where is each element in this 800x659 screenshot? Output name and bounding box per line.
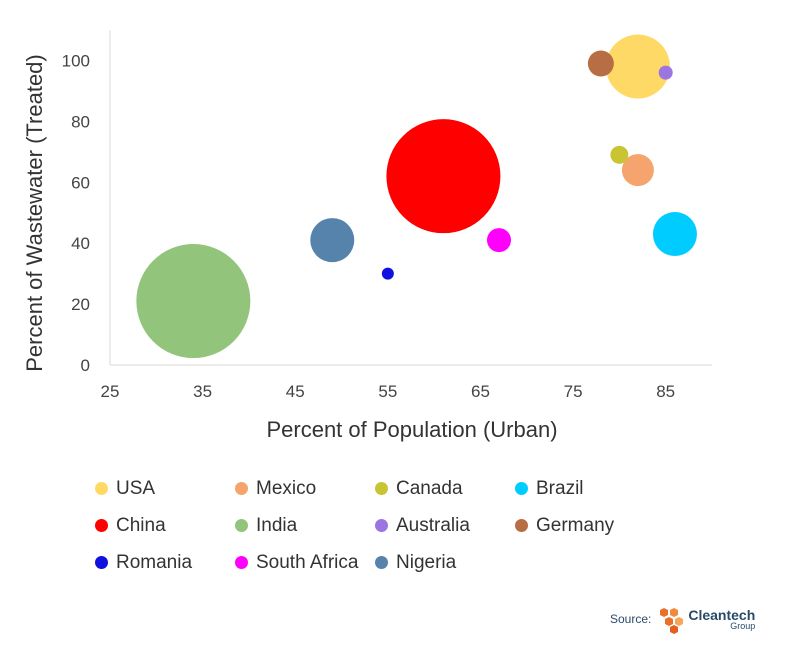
y-tick-label: 40 (71, 234, 90, 253)
legend-swatch (235, 556, 248, 569)
legend-swatch (95, 519, 108, 532)
legend-item-canada: Canada (375, 478, 515, 500)
legend-row: USA Mexico Canada Brazil (95, 470, 655, 507)
legend-swatch (375, 556, 388, 569)
brand: Cleantech Group (688, 608, 755, 631)
legend-label: Australia (396, 514, 470, 536)
legend-row: Romania South Africa Nigeria (95, 544, 655, 581)
y-tick-label: 80 (71, 112, 90, 131)
bubble-australia (658, 65, 673, 80)
legend-item-germany: Germany (515, 515, 655, 537)
bubble-usa (605, 34, 670, 99)
legend-item-brazil: Brazil (515, 478, 655, 500)
y-axis-ticks: 0 20 40 60 80 100 (62, 51, 90, 375)
legend-item-china: China (95, 515, 235, 537)
y-axis-title: Percent of Wastewater (Treated) (22, 54, 47, 372)
x-tick-label: 65 (471, 382, 490, 401)
legend-item-australia: Australia (375, 515, 515, 537)
legend-label: Brazil (536, 477, 584, 499)
legend-label: India (256, 514, 298, 536)
x-tick-label: 75 (564, 382, 583, 401)
legend-label: Canada (396, 477, 463, 499)
legend-label: Nigeria (396, 551, 457, 573)
cleantech-hexagon-logo-icon (660, 608, 684, 634)
legend: USA Mexico Canada Brazil China India Australia… (95, 470, 655, 581)
bubble-mexico (621, 154, 654, 187)
legend-swatch (515, 519, 528, 532)
bubble-nigeria (310, 218, 355, 263)
bubble-romania (381, 267, 394, 280)
x-tick-label: 25 (101, 382, 120, 401)
bubble-china (386, 119, 501, 234)
legend-item-romania: Romania (95, 552, 235, 574)
bubble-india (136, 244, 251, 359)
legend-label: Romania (116, 551, 193, 573)
legend-swatch (95, 556, 108, 569)
legend-label: South Africa (256, 551, 359, 573)
x-axis-title: Percent of Population (Urban) (266, 417, 557, 442)
y-tick-label: 0 (81, 356, 90, 375)
legend-row: China India Australia Germany (95, 507, 655, 544)
source-credit: Source: Cleantech Group (610, 604, 755, 634)
legend-label: China (116, 514, 166, 536)
x-tick-label: 55 (378, 382, 397, 401)
brand-name: Cleantech (688, 606, 756, 623)
legend-swatch (375, 482, 388, 495)
legend-swatch (375, 519, 388, 532)
x-tick-label: 85 (656, 382, 675, 401)
legend-swatch (515, 482, 528, 495)
legend-swatch (235, 482, 248, 495)
legend-label: Mexico (256, 477, 317, 499)
legend-item-mexico: Mexico (235, 478, 375, 500)
x-tick-label: 45 (286, 382, 305, 401)
legend-item-india: India (235, 515, 375, 537)
source-label: Source: (610, 612, 652, 626)
bubble-south-africa (486, 228, 511, 253)
bubble-brazil (652, 212, 697, 257)
bubble-germany (587, 50, 614, 77)
legend-label: USA (116, 477, 156, 499)
x-tick-label: 35 (193, 382, 212, 401)
legend-swatch (95, 482, 108, 495)
y-tick-label: 60 (71, 173, 90, 192)
bubble-chart: 0 20 40 60 80 100 25 35 45 55 65 75 85 Percent of P… (22, 30, 712, 442)
legend-item-south-africa: South Africa (235, 552, 375, 574)
x-axis-ticks: 25 35 45 55 65 75 85 (101, 382, 676, 401)
legend-item-nigeria: Nigeria (375, 552, 515, 574)
y-tick-label: 100 (62, 51, 90, 70)
y-tick-label: 20 (71, 295, 90, 314)
legend-swatch (235, 519, 248, 532)
bubble-canada (610, 145, 629, 164)
brand-sub: Group (730, 620, 756, 631)
bubbles (136, 34, 697, 359)
legend-item-usa: USA (95, 478, 235, 500)
legend-label: Germany (536, 514, 615, 536)
